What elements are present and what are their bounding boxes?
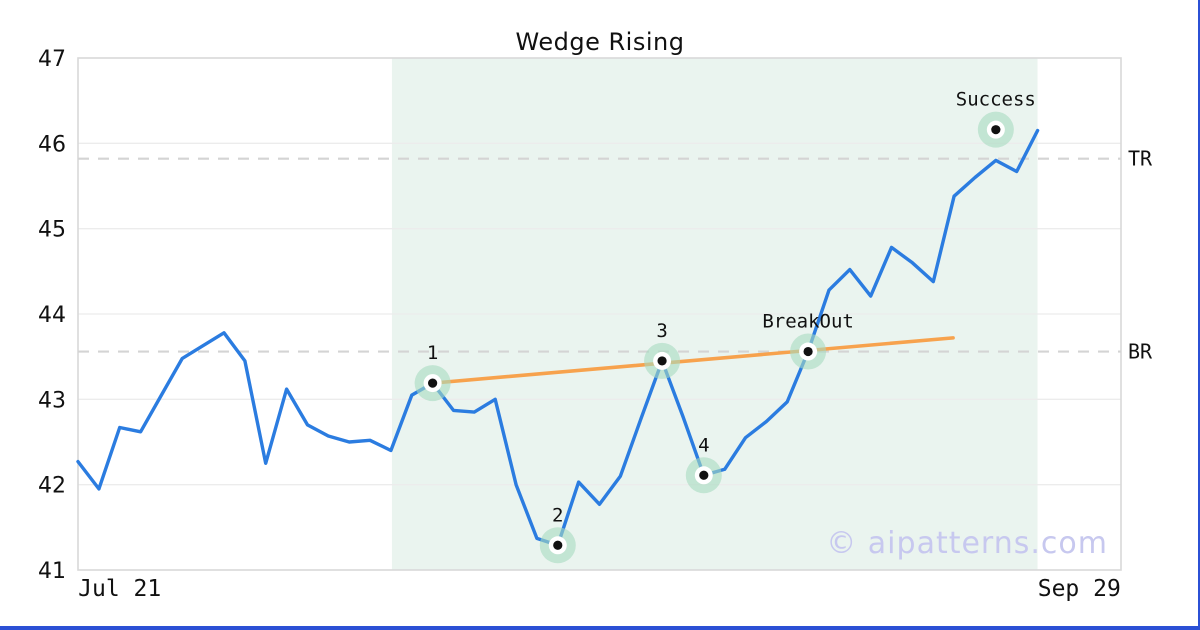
marker-label-4: 4 <box>698 434 709 456</box>
level-label-br: BR <box>1128 340 1153 364</box>
chart-title: Wedge Rising <box>515 28 685 56</box>
y-tick-label: 44 <box>38 303 66 328</box>
y-tick-label: 42 <box>38 474 66 499</box>
marker-label-3: 3 <box>656 320 667 342</box>
plot-border <box>77 57 1122 571</box>
frame-right-bar <box>1198 0 1200 630</box>
marker-dot-1 <box>428 378 438 388</box>
trendline <box>430 336 955 385</box>
x-tick-label: Jul 21 <box>78 576 161 602</box>
marker-dot-2 <box>553 540 563 550</box>
x-tick-label: Sep 29 <box>1038 576 1121 602</box>
marker-dot-3 <box>657 356 667 366</box>
y-tick-label: 43 <box>38 388 66 413</box>
marker-dot-4 <box>699 470 709 480</box>
y-tick-label: 45 <box>38 218 66 243</box>
marker-label-success: Success <box>956 89 1036 111</box>
frame-bottom-bar <box>0 626 1200 630</box>
y-tick-label: 47 <box>38 47 66 72</box>
y-tick-label: 41 <box>38 559 66 584</box>
watermark: © aipatterns.com <box>826 526 1108 561</box>
marker-label-1: 1 <box>427 342 438 364</box>
marker-dot-breakout <box>803 346 813 357</box>
marker-label-breakout: BreakOut <box>762 311 854 333</box>
y-tick-label: 46 <box>38 132 66 157</box>
level-label-tr: TR <box>1128 147 1153 171</box>
marker-label-2: 2 <box>552 504 563 526</box>
marker-dot-success <box>991 125 1001 135</box>
